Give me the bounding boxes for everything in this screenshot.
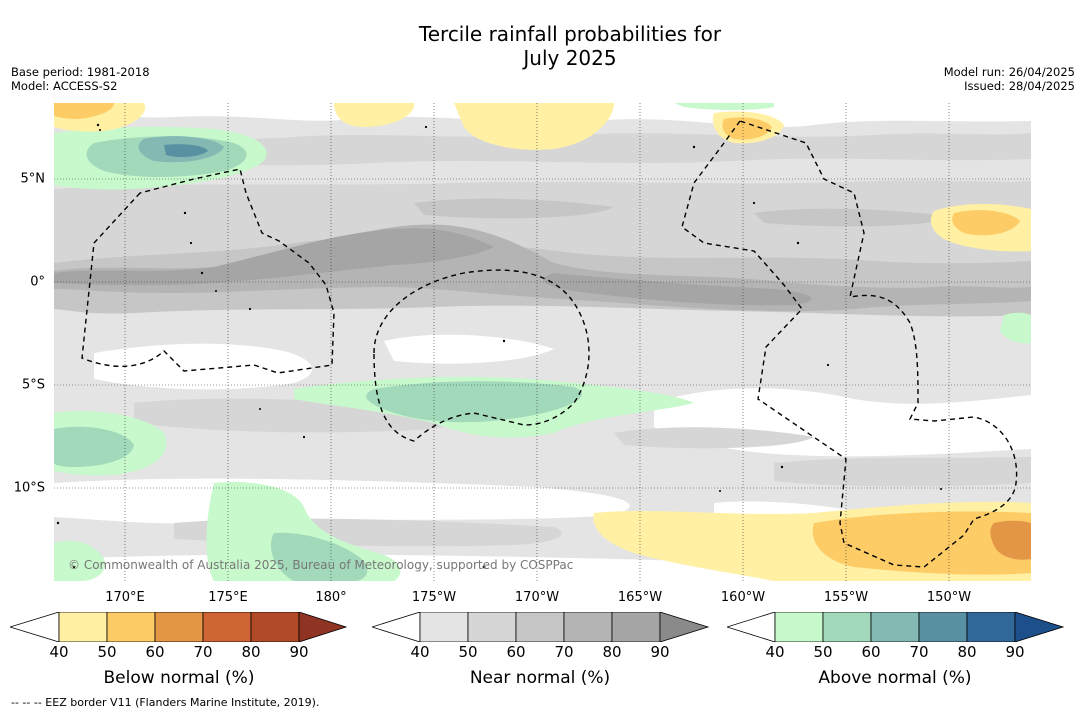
above-normal-tick-1: 50: [813, 643, 833, 661]
below-normal-tick-2: 60: [145, 643, 165, 661]
above-normal-swatch-3: [918, 612, 968, 642]
above-normal-swatch-1: [822, 612, 872, 642]
base-period-text: Base period: 1981-2018: [11, 65, 150, 79]
lon-label-5: 165°W: [617, 590, 663, 605]
below-normal-swatch-0: [58, 612, 108, 642]
map-title-line2: July 2025: [523, 46, 617, 70]
below-normal-tick-1: 50: [97, 643, 117, 661]
near-normal-colorbar: [372, 612, 710, 642]
below-normal-swatch-1: [106, 612, 156, 642]
above-normal-tick-3: 70: [909, 643, 929, 661]
lon-label-3: 175°W: [411, 590, 457, 605]
near-normal-swatch-3: [563, 612, 613, 642]
above-normal-tick-4: 80: [957, 643, 977, 661]
below-normal-swatch-2: [154, 612, 204, 642]
model-run-text: Model run: 26/04/2025: [943, 65, 1075, 79]
graticule: [54, 103, 1031, 581]
copyright-text: © Commonwealth of Australia 2025, Bureau…: [68, 558, 574, 572]
lon-label-8: 150°W: [926, 590, 972, 605]
lat-label-2: 5°S: [21, 377, 45, 393]
above-normal-under-triangle: [727, 612, 776, 642]
below-normal-over-triangle: [298, 612, 348, 642]
below-normal-title: Below normal (%): [103, 668, 255, 688]
near-normal-tick-3: 70: [554, 643, 574, 661]
lat-label-1: 0°: [30, 274, 45, 290]
near-normal-swatch-1: [467, 612, 517, 642]
model-text: Model: ACCESS-S2: [11, 79, 118, 93]
above-normal-tick-2: 60: [861, 643, 881, 661]
lon-label-4: 170°W: [514, 590, 560, 605]
near-normal-tick-1: 50: [458, 643, 478, 661]
below-normal-tick-5: 90: [289, 643, 309, 661]
above-normal-over-triangle: [1014, 612, 1065, 642]
lat-label-0: 5°N: [20, 171, 46, 187]
below-normal-colorbar: [10, 612, 348, 642]
above-normal-swatch-2: [870, 612, 920, 642]
lon-label-0: 170°E: [105, 590, 145, 605]
below-normal-swatch-4: [250, 612, 300, 642]
issued-text: Issued: 28/04/2025: [964, 79, 1075, 93]
near-normal-swatch-2: [515, 612, 565, 642]
lat-label-3: 10°S: [13, 480, 45, 496]
above-normal-tick-0: 40: [765, 643, 785, 661]
below-normal-swatches: [58, 612, 300, 642]
below-normal-tick-0: 40: [49, 643, 69, 661]
near-normal-tick-0: 40: [410, 643, 430, 661]
eez-borders: [81, 120, 1018, 568]
below-normal-under-triangle: [10, 612, 60, 642]
below-normal-tick-3: 70: [193, 643, 213, 661]
near-normal-tick-2: 60: [506, 643, 526, 661]
probability-map: [54, 103, 1031, 581]
above-normal-swatch-0: [774, 612, 824, 642]
above-normal-colorbar: [727, 612, 1065, 642]
near-normal-title: Near normal (%): [469, 668, 611, 688]
near-normal-over-triangle: [659, 612, 710, 642]
near-normal-tick-4: 80: [602, 643, 622, 661]
map-title-line1: Tercile rainfall probabilities for: [418, 22, 722, 46]
lon-label-1: 175°E: [208, 590, 248, 605]
near-normal-under-triangle: [372, 612, 421, 642]
near-normal-80-90: [54, 228, 812, 306]
meta-right: Model run: 26/04/2025 Issued: 28/04/2025: [944, 65, 1075, 93]
near-normal-swatches: [419, 612, 661, 642]
lon-label-6: 160°W: [720, 590, 766, 605]
above-normal-swatches: [774, 612, 1016, 642]
below-normal-areas: [54, 103, 1031, 581]
probability-map-svg: [54, 103, 1031, 581]
eez-legend-text: -- -- -- EEZ border V11 (Flanders Marine…: [11, 696, 320, 709]
map-title: Tercile rainfall probabilities for July …: [0, 22, 1085, 70]
near-normal-tick-5: 90: [650, 643, 670, 661]
islands: [56, 123, 942, 569]
above-normal-areas: [54, 103, 1031, 581]
meta-left: Base period: 1981-2018 Model: ACCESS-S2: [11, 65, 150, 93]
above-normal-swatch-4: [966, 612, 1016, 642]
near-normal-swatch-4: [611, 612, 661, 642]
lon-label-7: 155°W: [823, 590, 869, 605]
below-normal-swatch-3: [202, 612, 252, 642]
near-normal-70-80: [54, 224, 1031, 312]
below-normal-tick-4: 80: [241, 643, 261, 661]
near-normal-swatch-0: [419, 612, 469, 642]
above-normal-title: Above normal (%): [818, 668, 972, 688]
above-normal-tick-5: 90: [1005, 643, 1025, 661]
lon-label-2: 180°: [315, 590, 347, 605]
